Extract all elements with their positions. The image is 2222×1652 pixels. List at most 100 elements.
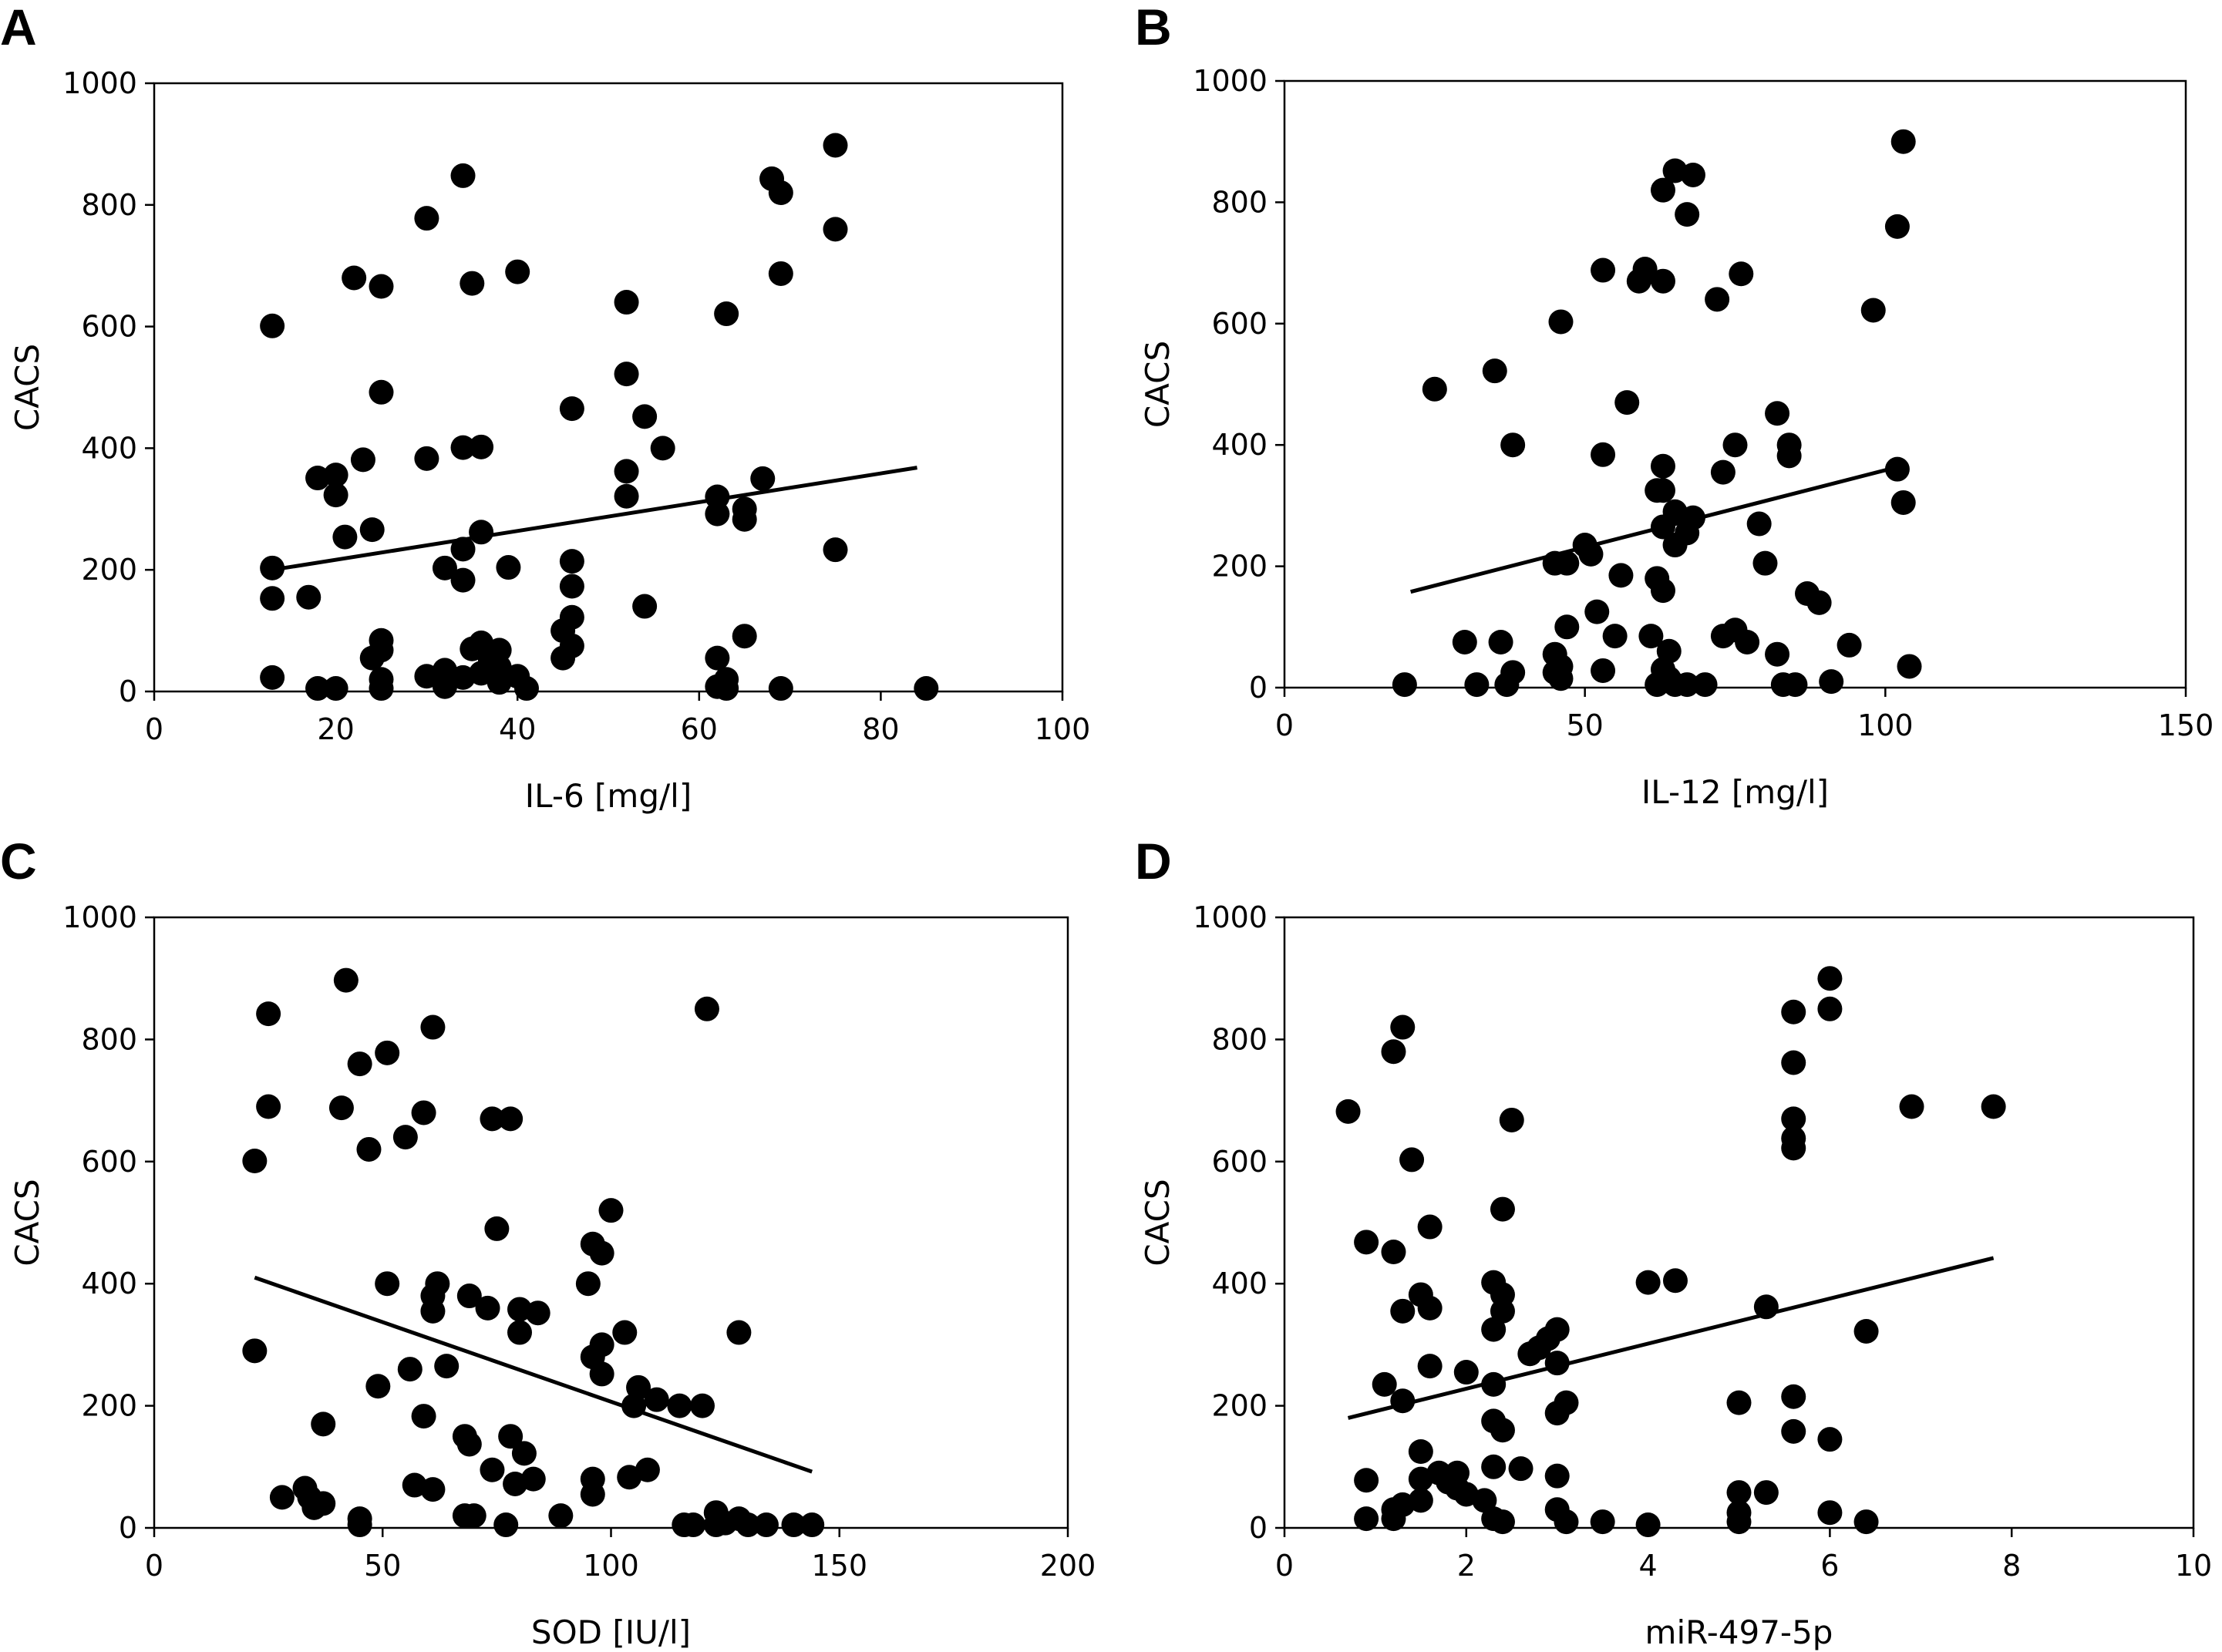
data-point xyxy=(496,555,521,580)
data-point xyxy=(1481,1317,1507,1342)
data-point xyxy=(475,1295,500,1321)
panel-c: C 0 200 400 600 800 1000 0 50 100 150 200 SOD [IU/l]… xyxy=(0,833,1096,1651)
data-point xyxy=(1554,1509,1579,1535)
data-point xyxy=(650,436,675,461)
data-point xyxy=(1837,632,1862,658)
data-point xyxy=(1781,1418,1806,1444)
data-point xyxy=(450,435,476,460)
data-point xyxy=(1650,453,1675,479)
data-point xyxy=(1372,1371,1397,1397)
data-point xyxy=(1591,257,1616,283)
x-tick-label: 100 xyxy=(1857,708,1914,742)
data-point xyxy=(1591,658,1616,683)
panel-label: D xyxy=(1135,833,1172,890)
data-point xyxy=(1417,1214,1443,1240)
data-point xyxy=(1490,1298,1515,1324)
data-point xyxy=(753,1512,779,1538)
data-point xyxy=(425,1271,450,1297)
panel-label: C xyxy=(0,833,37,890)
data-point xyxy=(1482,358,1507,384)
data-point xyxy=(1899,1094,1924,1119)
data-point xyxy=(1453,1360,1479,1385)
data-point xyxy=(1554,1390,1579,1415)
data-point xyxy=(714,676,739,702)
data-point xyxy=(347,1051,372,1077)
y-tick-label: 600 xyxy=(81,1145,137,1179)
data-point xyxy=(498,1424,524,1449)
data-point xyxy=(507,1297,532,1322)
data-point xyxy=(726,1320,752,1345)
data-point xyxy=(411,1100,436,1125)
trend-line xyxy=(254,1275,813,1474)
data-point xyxy=(705,645,730,671)
data-point xyxy=(420,1298,446,1324)
y-tick-label: 1000 xyxy=(1193,64,1268,98)
data-point xyxy=(420,1477,446,1502)
panel-label: A xyxy=(0,0,37,56)
data-point xyxy=(1508,1456,1534,1482)
plot-frame xyxy=(153,82,1064,693)
x-tick-label: 0 xyxy=(145,1549,163,1583)
data-point xyxy=(323,676,348,702)
data-point xyxy=(1752,550,1778,576)
trend-line xyxy=(271,466,917,572)
data-point xyxy=(1499,1107,1524,1132)
data-point xyxy=(1776,443,1802,469)
data-point xyxy=(1584,599,1610,624)
y-tick-label: 600 xyxy=(1211,307,1268,341)
x-tick-label: 100 xyxy=(583,1549,639,1583)
x-tick-label: 50 xyxy=(1566,708,1603,742)
data-point xyxy=(375,1040,400,1065)
y-axis-label: CACS xyxy=(1139,1179,1177,1266)
y-tick-label: 400 xyxy=(81,1267,137,1300)
trend-line xyxy=(1347,1256,1995,1420)
data-point xyxy=(681,1512,706,1538)
data-point xyxy=(1354,1230,1379,1255)
data-point xyxy=(480,1106,505,1132)
y-tick-label: 0 xyxy=(1249,1511,1268,1545)
data-point xyxy=(1544,1463,1570,1489)
data-point xyxy=(768,261,793,286)
data-point xyxy=(332,524,358,550)
data-point xyxy=(333,967,359,993)
data-point xyxy=(1680,162,1705,187)
y-tick-label: 1000 xyxy=(62,66,137,100)
panel-b: B 0 200 400 600 800 1000 0 50 100 150 IL-12 [mg/l] C… xyxy=(1135,0,2214,811)
x-tick-label: 80 xyxy=(862,712,899,746)
data-point xyxy=(1590,1509,1615,1535)
data-point xyxy=(705,501,730,527)
data-point xyxy=(1662,1268,1688,1294)
data-point xyxy=(1765,401,1790,426)
data-point xyxy=(1726,1509,1752,1535)
x-tick-label: 150 xyxy=(811,1549,867,1583)
data-point xyxy=(694,996,719,1021)
data-point xyxy=(456,1432,482,1457)
data-point xyxy=(1853,1509,1879,1535)
data-point xyxy=(256,1094,281,1119)
data-point xyxy=(1500,660,1526,685)
data-point xyxy=(450,163,476,188)
data-point xyxy=(269,1485,295,1510)
data-point xyxy=(456,1284,482,1309)
x-axis-label: IL-6 [mg/l] xyxy=(525,777,692,815)
data-point xyxy=(626,1374,651,1400)
data-point xyxy=(260,586,285,611)
data-point xyxy=(328,1095,354,1121)
y-tick-label: 800 xyxy=(81,1022,137,1056)
data-point xyxy=(369,379,394,405)
data-point xyxy=(350,447,375,473)
data-point xyxy=(1746,511,1772,537)
data-point xyxy=(1490,1418,1515,1443)
plot-frame xyxy=(1283,79,2187,689)
data-point xyxy=(559,604,584,630)
x-tick-label: 50 xyxy=(364,1549,401,1583)
data-point xyxy=(559,549,584,574)
data-point xyxy=(1650,177,1675,203)
data-point xyxy=(1635,1270,1661,1295)
data-point xyxy=(1781,1106,1806,1132)
data-point xyxy=(589,1332,614,1358)
data-point xyxy=(1817,966,1843,991)
data-point xyxy=(1390,1298,1416,1324)
data-point xyxy=(1650,578,1675,604)
data-point xyxy=(632,404,658,429)
